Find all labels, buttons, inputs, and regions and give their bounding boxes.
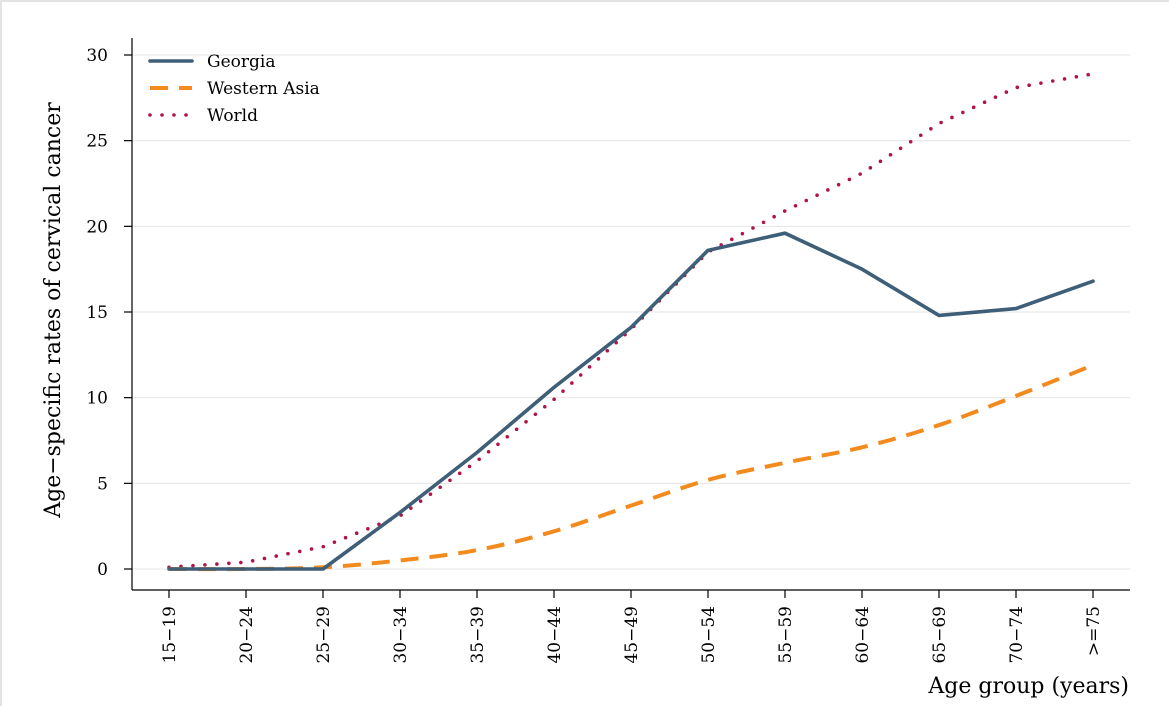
y-tick-label: 0 [97, 560, 108, 580]
x-tick-label: >=75 [1084, 606, 1104, 656]
gridlines [132, 54, 1130, 570]
series-line-western-asia [168, 363, 1094, 572]
y-tick-label: 30 [86, 46, 108, 66]
series-line-georgia [167, 231, 1095, 571]
x-tick-label: 35−39 [468, 606, 488, 664]
x-tick-label: 45−49 [622, 606, 642, 664]
x-tick-label: 20−24 [237, 606, 257, 664]
x-tick-label: 25−29 [314, 606, 334, 664]
y-tick-label: 15 [86, 303, 108, 323]
x-tick-label: 70−74 [1007, 606, 1027, 664]
x-tick-label: 50−54 [699, 606, 719, 664]
x-tick-label: 15−19 [160, 606, 180, 664]
x-tick-label: 60−64 [853, 606, 873, 664]
x-tick-label: 55−59 [776, 606, 796, 664]
y-tick-label: 5 [97, 474, 108, 494]
legend-label-georgia: Georgia [207, 52, 275, 72]
x-tick-label: 30−34 [391, 606, 411, 664]
legend: Georgia Western Asia World [148, 52, 320, 126]
x-axis-title: Age group (years) [927, 674, 1129, 699]
legend-label-world: World [207, 106, 258, 126]
series-line-world [167, 72, 1095, 570]
y-axis-title: Age−specific rates of cervical cancer [41, 102, 66, 519]
y-tick-label: 10 [86, 389, 108, 409]
series-layer [167, 72, 1095, 572]
legend-label-western-asia: Western Asia [207, 79, 320, 99]
y-tick-label: 25 [86, 132, 108, 152]
y-tick-label: 20 [86, 217, 108, 237]
x-tick-label: 40−44 [545, 606, 565, 664]
x-tick-label: 65−69 [930, 606, 950, 664]
